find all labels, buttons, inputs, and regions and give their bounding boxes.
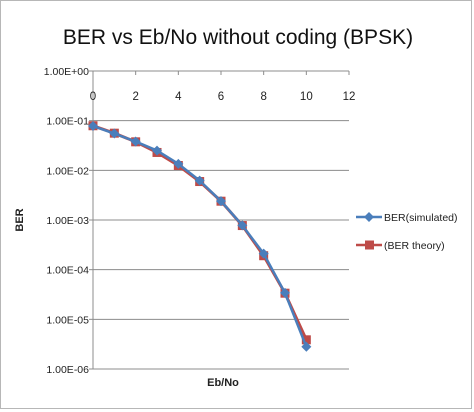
series-line: [92, 124, 308, 348]
y-axis-label: BER: [14, 208, 26, 231]
series-ber-theory: [88, 121, 311, 345]
legend-swatch-square: [365, 240, 374, 250]
data-point-diamond: [237, 220, 248, 231]
legend: BER(simulated) (BER theory): [356, 212, 458, 252]
data-point-diamond: [194, 175, 205, 186]
data-point-diamond: [301, 341, 312, 352]
y-tick-label: 1.00E-06: [46, 364, 89, 376]
axes: [89, 70, 350, 370]
data-point-diamond: [109, 128, 120, 139]
series-line: [92, 124, 308, 341]
y-tick-label: 1.00E-03: [46, 215, 89, 227]
x-tick-label: 6: [218, 91, 224, 103]
data-series: [88, 121, 312, 352]
series-ber-simulated: [88, 121, 312, 352]
x-tick-label: 12: [343, 91, 356, 103]
legend-label: (BER theory): [384, 240, 445, 252]
data-point-diamond: [258, 248, 269, 259]
y-tick-labels: 1.00E+00 1.00E-01 1.00E-02 1.00E-03 1.00E-04…: [44, 66, 89, 376]
legend-swatch-diamond: [364, 212, 374, 222]
grid-lines: [93, 70, 349, 370]
y-tick-label: 1.00E-04: [46, 265, 89, 277]
y-tick-label: 1.00E+00: [44, 66, 89, 78]
data-point-diamond: [130, 136, 141, 147]
y-tick-label: 1.00E-02: [46, 165, 89, 177]
y-tick-label: 1.00E-05: [46, 314, 89, 326]
data-point-diamond: [280, 287, 290, 298]
y-tick-label: 1.00E-01: [46, 116, 89, 128]
x-tick-label: 0: [90, 91, 96, 103]
data-point-diamond: [152, 145, 162, 156]
x-axis-label: Eb/No: [207, 377, 239, 389]
x-tick-label: 10: [300, 91, 313, 103]
data-point-diamond: [216, 196, 226, 207]
chart-title: BER vs Eb/No without coding (BPSK): [63, 26, 413, 49]
x-tick-label: 2: [132, 91, 138, 103]
x-tick-label: 4: [175, 91, 182, 103]
data-point-square: [301, 335, 311, 345]
x-tick-labels: 0 2 4 6 8 10 12: [90, 91, 356, 103]
legend-item: (BER theory): [356, 240, 445, 252]
legend-label: BER(simulated): [384, 212, 458, 224]
data-point-diamond: [88, 121, 98, 132]
x-tick-label: 8: [260, 91, 266, 103]
data-point-diamond: [173, 158, 184, 169]
legend-item: BER(simulated): [356, 212, 458, 224]
